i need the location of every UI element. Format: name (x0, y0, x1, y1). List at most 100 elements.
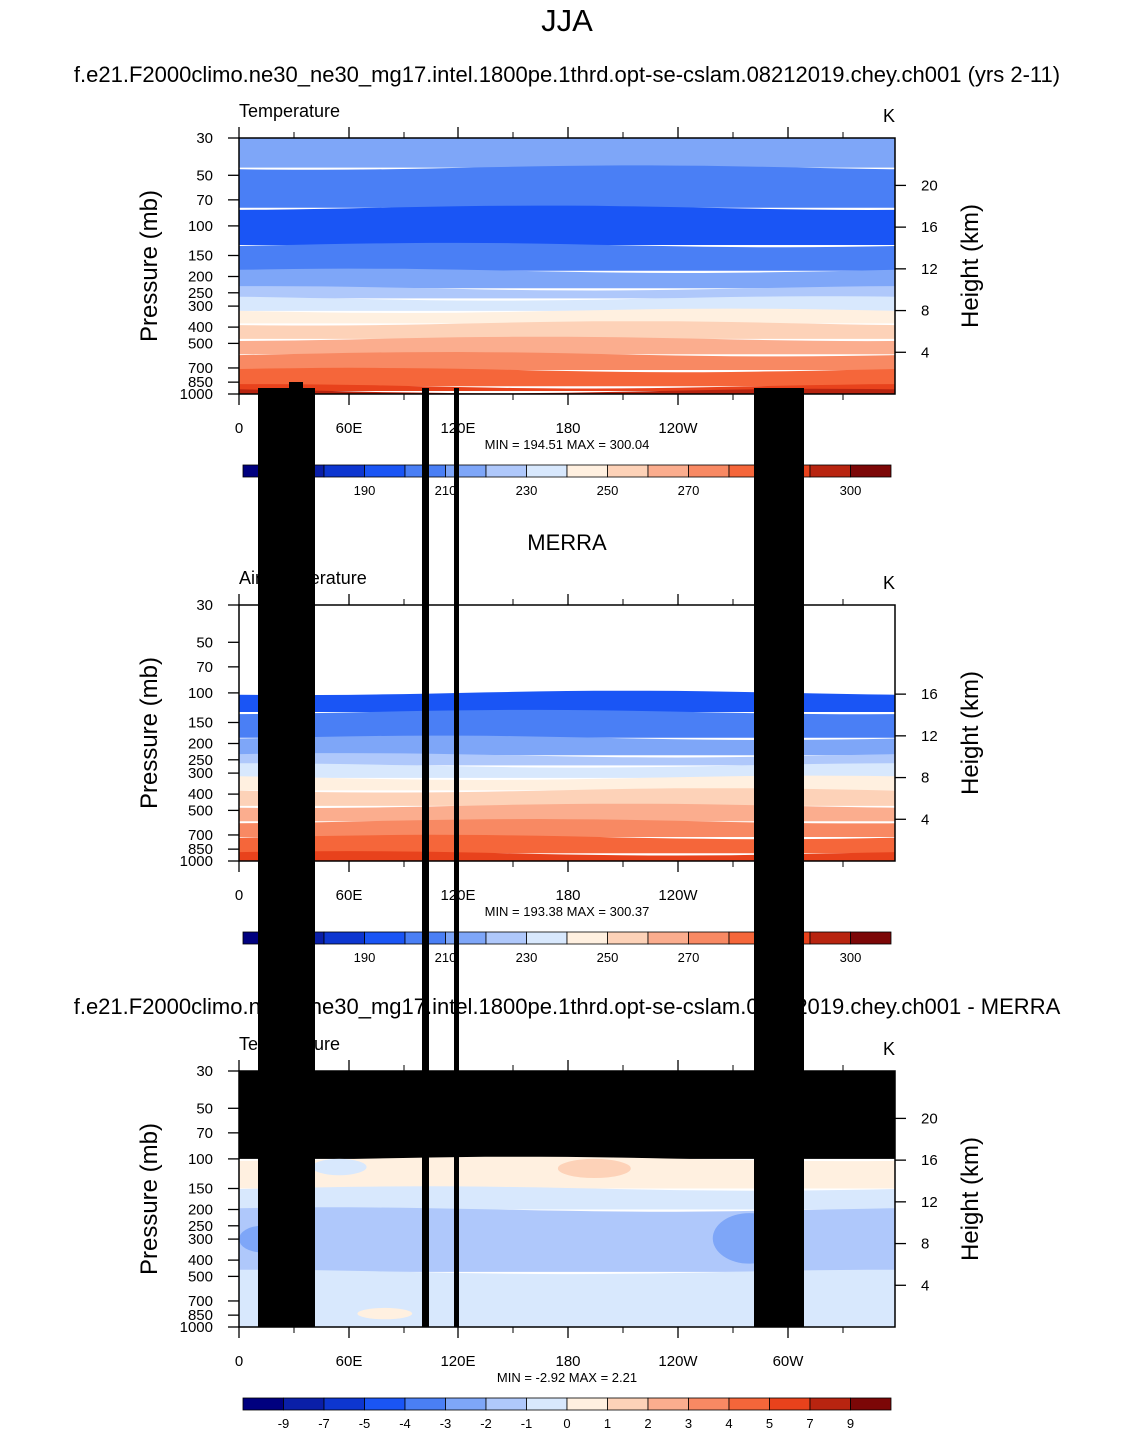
contour-band (239, 352, 895, 371)
colorbar-label: 5 (766, 1416, 773, 1431)
y-axis-title: Pressure (mb) (136, 1123, 163, 1275)
colorbar-label: 9 (847, 1416, 854, 1431)
colorbar-swatch (364, 464, 406, 478)
y2-tick-label: 12 (921, 728, 938, 745)
colorbar-label: -4 (399, 1416, 411, 1431)
y-tick-label: 300 (188, 765, 213, 782)
contour-band (239, 268, 895, 289)
topography-mask (422, 388, 429, 1327)
contour-band (239, 775, 895, 791)
contour-band (239, 336, 895, 355)
min-max-stats: MIN = 194.51 MAX = 300.04 (485, 437, 650, 452)
y2-axis-title: Height (km) (957, 204, 984, 328)
y-tick-label: 500 (188, 335, 213, 352)
figure-title: JJA (541, 3, 593, 38)
y2-axis-title: Height (km) (957, 1137, 984, 1261)
x-tick-label: 120W (658, 420, 698, 437)
colorbar-swatch (283, 1397, 325, 1411)
colorbar-swatch (688, 931, 730, 945)
y-tick-label: 700 (188, 360, 213, 377)
x-tick-label: 60E (336, 420, 363, 437)
contour-band (239, 138, 895, 168)
contour-band (239, 367, 895, 387)
colorbar-label: 0 (563, 1416, 570, 1431)
variable-label: Temperature (239, 101, 340, 121)
y-tick-label: 200 (188, 736, 213, 753)
units-label: K (883, 1039, 895, 1059)
colorbar-label: -5 (359, 1416, 371, 1431)
colorbar-label: -9 (278, 1416, 290, 1431)
panel-title: MERRA (527, 530, 607, 555)
y-tick-label: 70 (196, 192, 213, 209)
contour-band (239, 819, 895, 838)
contour-band (239, 803, 895, 822)
colorbar-swatch (688, 1397, 730, 1411)
y-tick-label: 250 (188, 1218, 213, 1235)
colorbar-swatch (242, 1397, 284, 1411)
colorbar-swatch (607, 464, 649, 478)
y-tick-label: 200 (188, 269, 213, 286)
y-tick-label: 100 (188, 685, 213, 702)
x-tick-label: 60E (336, 1353, 363, 1370)
colorbar-label: 7 (806, 1416, 813, 1431)
contour-band (239, 788, 895, 806)
y-tick-label: 70 (196, 1125, 213, 1142)
colorbar-label: 1 (604, 1416, 611, 1431)
contour-band (239, 763, 895, 778)
colorbar-swatch (850, 464, 892, 478)
contour-band (239, 286, 895, 299)
colorbar-swatch (526, 931, 568, 945)
y2-tick-label: 20 (921, 1110, 938, 1127)
y2-tick-label: 16 (921, 686, 938, 703)
colorbar-swatch (850, 1397, 892, 1411)
colorbar-swatch (566, 464, 608, 478)
y2-tick-label: 4 (921, 1277, 929, 1294)
colorbar-swatch (607, 931, 649, 945)
contour-feature (357, 1307, 413, 1320)
contour-band (239, 205, 895, 246)
y-tick-label: 30 (196, 130, 213, 147)
x-tick-label: 180 (555, 420, 580, 437)
colorbar-swatch (445, 1397, 487, 1411)
topography-mask (754, 388, 804, 1327)
y-tick-label: 30 (196, 1063, 213, 1080)
colorbar-label: 270 (678, 483, 700, 498)
colorbar-swatch (364, 931, 406, 945)
colorbar-swatch (607, 1397, 649, 1411)
y-tick-label: 1000 (180, 1319, 213, 1336)
y-tick-label: 700 (188, 827, 213, 844)
y2-tick-label: 12 (921, 1194, 938, 1211)
y2-tick-label: 4 (921, 344, 929, 361)
x-tick-label: 0 (235, 1353, 243, 1370)
contour-band (239, 709, 895, 738)
y-tick-label: 400 (188, 319, 213, 336)
contour-band (239, 321, 895, 339)
colorbar-label: 210 (435, 950, 457, 965)
topography-mask (258, 388, 291, 1327)
colorbar-label: 2 (644, 1416, 651, 1431)
contour-feature (311, 1158, 367, 1176)
contour-plot (239, 382, 895, 1327)
contour-band (239, 735, 895, 756)
colorbar-swatch (850, 931, 892, 945)
colorbar-label: 250 (597, 483, 619, 498)
x-tick-label: 180 (555, 1353, 580, 1370)
y-tick-label: 850 (188, 1307, 213, 1324)
contour-plot (239, 138, 895, 394)
panel-3: f.e21.F2000climo.ne30_ne30_mg17.intel.18… (74, 382, 1061, 1431)
x-tick-label: 0 (235, 887, 243, 904)
colorbar-swatch (445, 931, 487, 945)
colorbar-label: 190 (354, 950, 376, 965)
plot-frame (238, 1070, 896, 1328)
colorbar-swatch (485, 464, 527, 478)
colorbar-label: 3 (685, 1416, 692, 1431)
contour-band (239, 753, 895, 766)
y2-tick-label: 4 (921, 811, 929, 828)
colorbar-swatch (809, 931, 851, 945)
colorbar-swatch (647, 1397, 689, 1411)
topography-mask (303, 388, 315, 1327)
colorbar-label: -2 (480, 1416, 492, 1431)
colorbar-label: 230 (516, 483, 538, 498)
colorbar-swatch (526, 464, 568, 478)
